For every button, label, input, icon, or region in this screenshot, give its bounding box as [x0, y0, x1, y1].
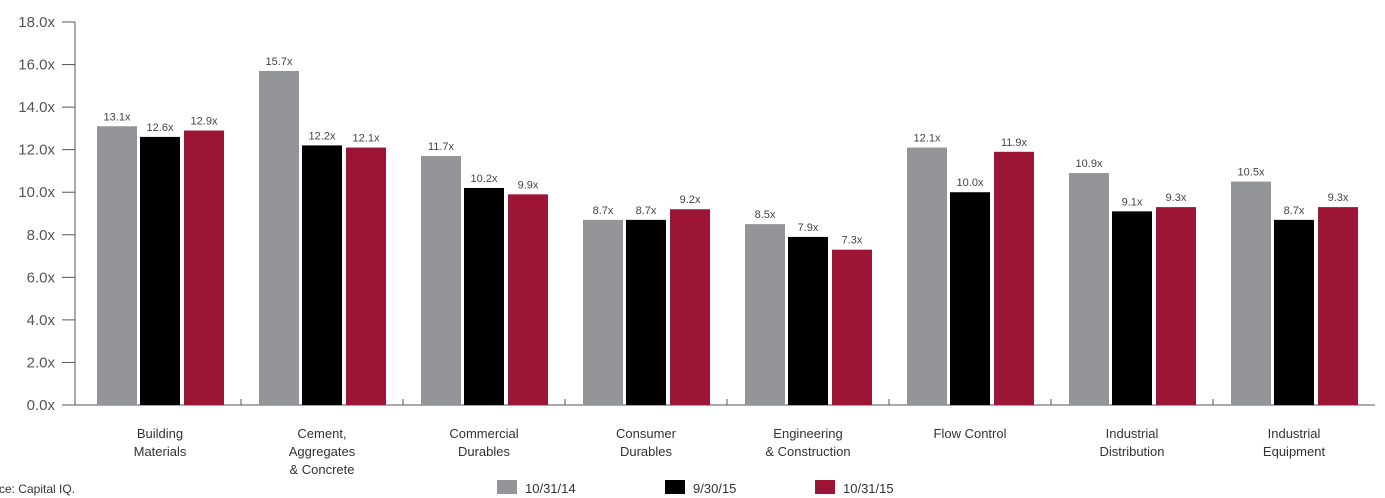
value-label: 12.9x — [191, 116, 218, 128]
value-label: 9.9x — [518, 179, 539, 191]
bar — [1231, 181, 1271, 405]
value-label: 13.1x — [104, 111, 131, 123]
bar — [626, 219, 666, 405]
value-label: 9.3x — [1328, 192, 1349, 204]
legend-label: 10/31/15 — [843, 481, 894, 496]
value-label: 8.7x — [593, 205, 614, 217]
x-tick-label-line: Flow Control — [934, 426, 1007, 441]
y-tick-label: 0.0x — [27, 397, 56, 414]
y-tick-label: 10.0x — [18, 184, 55, 201]
source-note: Source: Capital IQ. — [0, 482, 75, 496]
value-label: 12.1x — [353, 133, 380, 145]
bar — [994, 151, 1034, 405]
x-tick-label: Industrial Distribution — [1099, 426, 1164, 459]
x-tick-label-line: Industrial — [1268, 426, 1321, 441]
bar — [140, 136, 180, 405]
value-label: 11.9x — [1001, 137, 1028, 149]
legend-label: 9/30/15 — [693, 481, 736, 496]
value-label: 7.3x — [842, 235, 863, 247]
value-label: 10.5x — [1238, 167, 1265, 179]
bar — [907, 147, 947, 406]
x-tick-label: Engineering & Construction — [765, 426, 850, 459]
value-label: 7.9x — [798, 222, 819, 234]
value-label: 8.5x — [755, 209, 776, 221]
bar — [97, 126, 137, 405]
bar — [832, 249, 872, 405]
legend-swatch — [665, 480, 685, 494]
value-label: 9.1x — [1122, 196, 1143, 208]
bar — [464, 187, 504, 405]
y-tick-label: 12.0x — [18, 142, 55, 159]
bar — [583, 219, 623, 405]
x-tick-label-line: Aggregates — [289, 444, 356, 459]
value-label: 15.7x — [266, 56, 293, 68]
bar — [184, 130, 224, 405]
bar — [1112, 211, 1152, 405]
value-label: 8.7x — [1284, 205, 1305, 217]
value-label: 9.2x — [680, 194, 701, 206]
bar — [1069, 173, 1109, 405]
bar — [670, 209, 710, 405]
legend-label: 10/31/14 — [525, 481, 576, 496]
value-label: 10.2x — [471, 173, 498, 185]
bar — [1274, 219, 1314, 405]
value-label: 10.0x — [957, 177, 984, 189]
y-tick-label: 14.0x — [18, 99, 55, 116]
value-label: 12.1x — [914, 133, 941, 145]
x-tick-label-line: Cement, — [297, 426, 346, 441]
bar — [259, 70, 299, 405]
y-tick-label: 18.0x — [18, 14, 55, 31]
bar — [950, 192, 990, 405]
bar — [788, 236, 828, 405]
y-tick-label: 16.0x — [18, 57, 55, 74]
x-tick-label-line: Commercial — [449, 426, 518, 441]
x-tick-label-line: & Construction — [765, 444, 850, 459]
x-tick-label: Building Materials — [134, 426, 187, 459]
bar — [745, 224, 785, 405]
y-tick-label: 2.0x — [27, 354, 56, 371]
bar — [1156, 207, 1196, 405]
x-tick-label-line: Equipment — [1263, 444, 1326, 459]
legend-swatch — [815, 480, 835, 494]
value-label: 10.9x — [1076, 158, 1103, 170]
x-tick-label-line: Engineering — [773, 426, 842, 441]
x-tick-label-line: Materials — [134, 444, 187, 459]
x-tick-label: Commercial Durables — [449, 426, 518, 459]
x-tick-label: Cement, Aggregates & Concrete — [289, 426, 356, 477]
bar — [421, 156, 461, 405]
x-tick-label-line: Durables — [620, 444, 673, 459]
value-label: 12.2x — [309, 130, 336, 142]
x-tick-label: Flow Control — [934, 426, 1007, 441]
x-tick-label-line: Industrial — [1106, 426, 1159, 441]
y-tick-label: 6.0x — [27, 269, 56, 286]
x-tick-label-line: Distribution — [1099, 444, 1164, 459]
bar — [302, 145, 342, 405]
bar — [346, 147, 386, 406]
value-label: 11.7x — [428, 141, 455, 153]
bar — [508, 194, 548, 405]
legend-swatch — [497, 480, 517, 494]
x-tick-label-line: & Concrete — [289, 462, 354, 477]
x-tick-label: Industrial Equipment — [1263, 426, 1326, 459]
value-label: 8.7x — [636, 205, 657, 217]
value-label: 12.6x — [147, 122, 174, 134]
x-tick-label-line: Durables — [458, 444, 511, 459]
bar — [1318, 207, 1358, 405]
value-label: 9.3x — [1166, 192, 1187, 204]
x-tick-label-line: Building — [137, 426, 183, 441]
x-tick-label-line: Consumer — [616, 426, 677, 441]
x-tick-label: Consumer Durables — [616, 426, 677, 459]
y-tick-label: 8.0x — [27, 227, 56, 244]
y-tick-label: 4.0x — [27, 312, 56, 329]
